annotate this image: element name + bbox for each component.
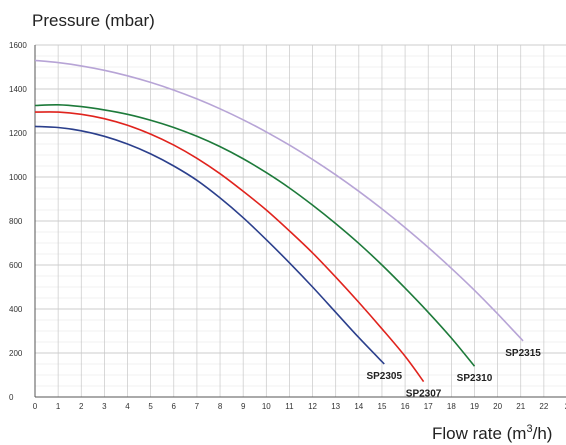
y-tick-label: 400	[9, 305, 23, 314]
x-axis-title-main: Flow rate (m	[432, 424, 526, 443]
series-label-sp2305: SP2305	[366, 371, 402, 382]
y-tick-label: 1400	[9, 85, 27, 94]
y-tick-label: 1200	[9, 129, 27, 138]
series-labels: SP2305 SP2307 SP2310 SP2315	[366, 348, 541, 400]
x-tick-label: 6	[172, 402, 177, 411]
series-label-sp2307: SP2307	[406, 389, 442, 400]
x-tick-label: 13	[331, 402, 340, 411]
x-tick-label: 19	[470, 402, 479, 411]
y-tick-label: 800	[9, 217, 23, 226]
x-tick-label: 8	[218, 402, 223, 411]
x-axis-title: Flow rate (m3/h)	[432, 423, 552, 443]
x-tick-label: 14	[354, 402, 363, 411]
x-tick-label: 18	[447, 402, 456, 411]
grid-lines	[34, 44, 566, 398]
y-tick-label: 1000	[9, 173, 27, 182]
x-tick-label: 3	[102, 402, 107, 411]
x-tick-label: 16	[401, 402, 410, 411]
x-tick-label: 15	[378, 402, 387, 411]
x-axis-title-sup: 3	[526, 423, 532, 435]
series-lines	[34, 59, 524, 383]
y-tick-label: 1600	[9, 41, 27, 50]
y-tick-label: 600	[9, 261, 23, 270]
series-line-sp2307	[34, 111, 425, 383]
series-label-sp2315: SP2315	[505, 348, 541, 359]
x-axis-title-end: /h)	[533, 424, 553, 443]
y-axis-title: Pressure (mbar)	[32, 11, 155, 30]
series-line-sp2305	[34, 125, 385, 365]
series-line-sp2310	[34, 104, 476, 367]
x-tick-label: 2	[79, 402, 84, 411]
x-tick-label: 21	[516, 402, 525, 411]
tick-labels: 0123456789101112131415161718192021222020…	[9, 41, 566, 411]
x-tick-label: 2	[565, 402, 566, 411]
x-tick-label: 9	[241, 402, 246, 411]
series-line-sp2315	[34, 59, 524, 342]
x-tick-label: 11	[285, 402, 294, 411]
x-tick-label: 10	[262, 402, 271, 411]
x-tick-label: 0	[33, 402, 38, 411]
x-tick-label: 20	[493, 402, 502, 411]
x-tick-label: 5	[148, 402, 153, 411]
series-label-sp2310: SP2310	[457, 373, 493, 384]
x-tick-label: 12	[308, 402, 317, 411]
x-tick-label: 17	[424, 402, 433, 411]
x-tick-label: 1	[56, 402, 61, 411]
x-tick-label: 4	[125, 402, 130, 411]
y-tick-label: 200	[9, 349, 23, 358]
x-tick-label: 22	[539, 402, 548, 411]
x-tick-label: 7	[195, 402, 200, 411]
y-tick-label: 0	[9, 393, 14, 402]
